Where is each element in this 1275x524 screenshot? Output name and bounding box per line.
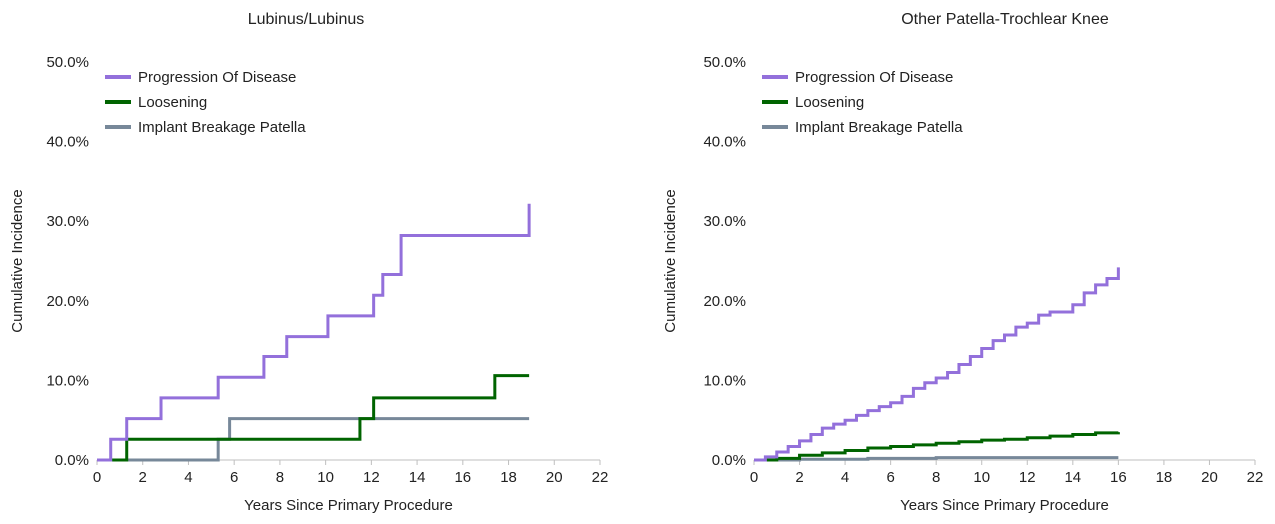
legend-label: Progression Of Disease (138, 69, 296, 86)
legend-label: Loosening (795, 94, 864, 111)
x-tick-label: 14 (1064, 469, 1081, 486)
x-tick-label: 12 (1019, 469, 1036, 486)
legend-label: Implant Breakage Patella (795, 119, 963, 136)
series-line-progression (754, 267, 1120, 462)
x-tick-label: 12 (363, 469, 380, 486)
x-tick-label: 4 (184, 469, 192, 486)
x-tick-label: 20 (1201, 469, 1218, 486)
legend-label: Progression Of Disease (795, 69, 953, 86)
x-tick-label: 14 (409, 469, 426, 486)
x-tick-label: 18 (1156, 469, 1173, 486)
x-tick-label: 6 (230, 469, 238, 486)
x-tick-label: 10 (317, 469, 334, 486)
y-tick-label: 40.0% (46, 134, 89, 151)
x-tick-label: 22 (1247, 469, 1264, 486)
y-tick-label: 10.0% (46, 372, 89, 389)
series-line-loosening (97, 374, 530, 462)
x-tick-label: 8 (932, 469, 940, 486)
chart-panel-2: Other Patella-Trochlear Knee 0.0% 10.0% 20.… (662, 11, 1263, 514)
y-axis-label: Cumulative Incidence (662, 189, 679, 332)
x-tick-label: 4 (841, 469, 849, 486)
x-tick-label: 6 (886, 469, 894, 486)
x-axis-label: Years Since Primary Procedure (244, 497, 453, 514)
chart-title: Lubinus/Lubinus (248, 11, 365, 28)
x-tick-label: 16 (1110, 469, 1127, 486)
x-tick-label: 2 (139, 469, 147, 486)
series-line-loosening (754, 431, 1120, 462)
legend-label: Implant Breakage Patella (138, 119, 306, 136)
y-tick-label: 0.0% (712, 452, 746, 469)
chart-panel-1: Lubinus/Lubinus 0.0% 10.0% 20.0% 30.0% 40.0% 5… (9, 11, 608, 514)
legend-label: Loosening (138, 94, 207, 111)
y-tick-label: 40.0% (703, 134, 746, 151)
x-tick-label: 10 (973, 469, 990, 486)
x-tick-label: 2 (795, 469, 803, 486)
x-tick-label: 0 (93, 469, 101, 486)
y-tick-label: 20.0% (46, 293, 89, 310)
x-tick-label: 20 (546, 469, 563, 486)
y-tick-label: 50.0% (703, 54, 746, 71)
y-tick-label: 20.0% (703, 293, 746, 310)
y-tick-label: 50.0% (46, 54, 89, 71)
x-tick-label: 22 (592, 469, 609, 486)
x-tick-label: 18 (500, 469, 517, 486)
y-tick-label: 0.0% (55, 452, 89, 469)
x-tick-label: 0 (750, 469, 758, 486)
chart-title: Other Patella-Trochlear Knee (901, 11, 1109, 28)
series-line-progression (97, 203, 531, 462)
x-tick-label: 16 (454, 469, 471, 486)
y-tick-label: 30.0% (46, 213, 89, 230)
x-tick-label: 8 (276, 469, 284, 486)
y-tick-label: 10.0% (703, 372, 746, 389)
x-axis-label: Years Since Primary Procedure (900, 497, 1109, 514)
y-tick-label: 30.0% (703, 213, 746, 230)
y-axis-label: Cumulative Incidence (9, 189, 26, 332)
